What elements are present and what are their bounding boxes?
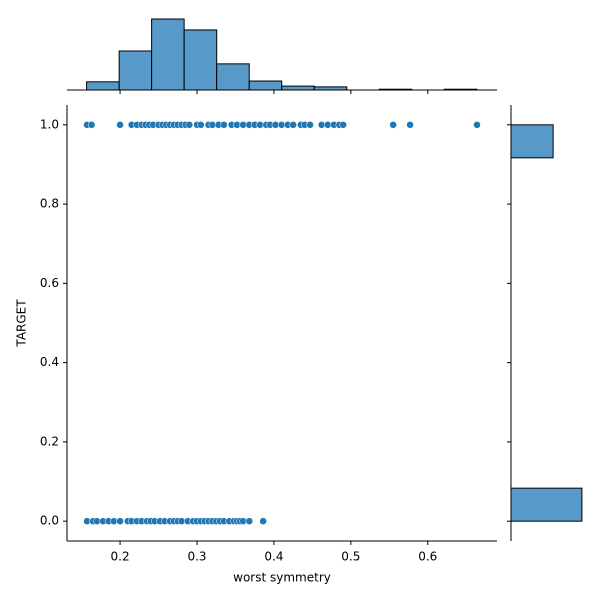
hist-bar (183, 29, 218, 91)
y-tick-label: 1.0 (40, 117, 59, 131)
x-tick-label: 0.3 (187, 550, 206, 564)
hist-bar (510, 487, 583, 522)
scatter-point (116, 517, 124, 525)
x-tick-label: 0.6 (418, 550, 437, 564)
y-tick-label: 0.0 (40, 514, 59, 528)
hist-bar (510, 124, 554, 159)
y-tick-label: 0.4 (40, 355, 59, 369)
scatter-point (306, 121, 314, 129)
scatter-point (220, 121, 228, 129)
scatter-point (389, 121, 397, 129)
y-tick-label: 0.8 (40, 197, 59, 211)
scatter-point (473, 121, 481, 129)
hist-bar (86, 81, 120, 91)
scatter-point (406, 121, 414, 129)
scatter-point (116, 121, 124, 129)
scatter-point (245, 517, 254, 525)
x-tick-label: 0.5 (341, 550, 360, 564)
y-tick-label: 0.6 (40, 276, 59, 290)
hist-bar (281, 85, 315, 91)
hist-bar (216, 63, 250, 91)
x-tick-label: 0.2 (111, 550, 130, 564)
hist-bar (248, 80, 283, 91)
x-axis-label: worst symmetry (233, 571, 331, 585)
scatter-point (197, 121, 205, 129)
scatter-point (339, 121, 347, 129)
scatter-point (185, 121, 194, 129)
scatter-point (259, 517, 267, 525)
hist-bar (118, 50, 153, 91)
x-tick-label: 0.4 (264, 550, 283, 564)
hist-bar (151, 18, 185, 91)
scatter-point (87, 121, 96, 129)
y-axis-label: TARGET (15, 299, 29, 348)
scatter-point (289, 121, 297, 129)
y-tick-label: 0.2 (40, 434, 59, 448)
